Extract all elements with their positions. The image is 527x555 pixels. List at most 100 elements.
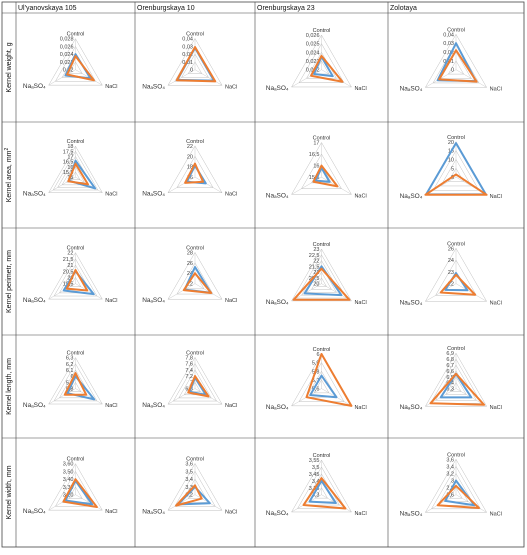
- radar-tick-label: 0,022: [60, 60, 74, 66]
- series-orange-polygon: [302, 477, 347, 510]
- radar-tick-label: 21: [67, 263, 73, 269]
- radar-grid-ring: [54, 470, 97, 507]
- radar-spoke: [425, 494, 457, 513]
- axis-label-control: Control: [447, 27, 465, 33]
- radar-tick-label: 16: [313, 164, 319, 170]
- radar-spoke: [167, 494, 196, 511]
- radar-grid-ring: [70, 171, 81, 180]
- radar-grid-ring: [301, 153, 342, 189]
- radar-grid-ring: [447, 60, 465, 75]
- radar-tick-label: 3,4: [312, 479, 320, 485]
- radar-tick-label: 22: [313, 259, 319, 265]
- axis-label-nacl: NaCl: [490, 300, 502, 306]
- radar-tick-label: 23: [448, 270, 454, 276]
- axis-label-control: Control: [67, 139, 85, 145]
- series-blue-polygon: [309, 374, 338, 399]
- radar-grid-ring: [311, 271, 332, 290]
- radar-tick-label: 2,6: [446, 493, 454, 499]
- radar-tick-label: 16: [67, 165, 73, 171]
- radar-tick-label: 6,1: [66, 368, 74, 374]
- radar-grid-ring: [424, 352, 488, 407]
- radar-tick-label: 23: [313, 247, 319, 253]
- axis-label-nacl: NaCl: [354, 300, 366, 306]
- axis-label-control: Control: [186, 139, 204, 145]
- radar-grid-ring: [437, 472, 475, 506]
- radar-spoke: [167, 176, 196, 193]
- axis-label-control: Control: [447, 135, 465, 141]
- radar-tick-label: 3,5: [312, 465, 320, 471]
- radar-tick-label: 15,5: [63, 170, 74, 176]
- series-orange-polygon: [175, 484, 203, 507]
- radar-grid-ring: [53, 258, 98, 297]
- axis-label-nacl: NaCl: [354, 511, 366, 517]
- radar-grid-ring: [48, 252, 103, 300]
- column-header: Orenburgskaya 23: [257, 5, 315, 12]
- series-orange-polygon: [184, 162, 205, 184]
- radar-grid-ring: [167, 37, 223, 86]
- radar-tick-label: 26: [187, 261, 193, 267]
- radar-grid-ring: [48, 463, 103, 511]
- series-orange-polygon: [187, 375, 210, 398]
- radar-tick-label: 0,023: [306, 59, 320, 65]
- radar-grid-ring: [48, 357, 103, 405]
- radar-grid-ring: [187, 61, 203, 74]
- radar-tick-label: 24: [448, 258, 454, 264]
- series-orange-polygon: [62, 478, 98, 509]
- radar-tick-label: 3,3: [312, 493, 320, 499]
- series-orange-polygon: [63, 372, 88, 396]
- radar-tick-label: 7,2: [185, 374, 193, 380]
- radar-spoke: [75, 176, 103, 193]
- radar-grid-ring: [432, 150, 480, 191]
- radar-spoke: [48, 283, 76, 300]
- radar-tick-label: 3,40: [63, 477, 74, 483]
- radar-grid-ring: [176, 155, 214, 188]
- radar-spoke: [194, 69, 223, 86]
- radar-grid-ring: [296, 254, 347, 299]
- radar-grid-ring: [181, 53, 209, 78]
- row-label: Kernel area, mm2: [4, 148, 13, 203]
- radar-tick-label: 26: [448, 246, 454, 252]
- series-orange-polygon: [424, 173, 488, 196]
- radar-grid-ring: [58, 264, 93, 294]
- radar-tick-label: 20: [448, 140, 454, 146]
- series-orange-polygon: [312, 164, 339, 188]
- radar-tick-label: 7,6: [185, 362, 193, 368]
- axis-label-control: Control: [186, 350, 204, 356]
- radar-grid-ring: [167, 251, 223, 300]
- radar-grid-ring: [54, 45, 97, 82]
- radar-grid-ring: [174, 470, 216, 507]
- radar-tick-label: 0,04: [182, 36, 193, 42]
- radar-grid-ring: [445, 376, 467, 395]
- series-orange-polygon: [67, 162, 90, 186]
- radar-spoke: [48, 176, 76, 193]
- series-orange-polygon: [310, 54, 344, 83]
- axis-label-na2so4: NaₐSO₄: [142, 191, 165, 198]
- radar-grid-ring: [450, 382, 462, 392]
- radar-grid-ring: [48, 38, 103, 86]
- row-label-text: Kernel weight, g: [6, 42, 13, 92]
- axis-label-nacl: NaCl: [490, 194, 502, 200]
- axis-label-nacl: NaCl: [225, 403, 237, 409]
- radar-tick-label: 0,024: [60, 52, 74, 58]
- radar-grid-ring: [53, 363, 98, 402]
- axis-label-na2so4: NaₐSO₄: [400, 85, 423, 92]
- axis-label-control: Control: [186, 456, 204, 462]
- radar-grid-ring: [181, 478, 209, 503]
- axis-label-na2so4: NaₐSO₄: [400, 510, 423, 517]
- row-label: Kernel width, mm: [6, 465, 13, 519]
- axis-label-control: Control: [447, 241, 465, 247]
- axis-label-nacl: NaCl: [490, 405, 502, 411]
- radar-tick-label: 16,5: [309, 152, 320, 158]
- radar-tick-label: 0,04: [443, 32, 454, 38]
- radar-tick-label: 6,3: [446, 387, 454, 393]
- radar-tick-label: 6: [70, 374, 73, 380]
- row-label: Kernel length, mm: [6, 358, 13, 415]
- radar-tick-label: 22: [448, 282, 454, 288]
- radar-tick-label: 10: [448, 157, 454, 163]
- radar-grid-ring: [167, 145, 223, 193]
- radar-grid-ring: [297, 466, 346, 509]
- radar-tick-label: 15,5: [309, 175, 320, 181]
- radar-grid-ring: [298, 43, 345, 83]
- radar-spoke: [455, 283, 487, 302]
